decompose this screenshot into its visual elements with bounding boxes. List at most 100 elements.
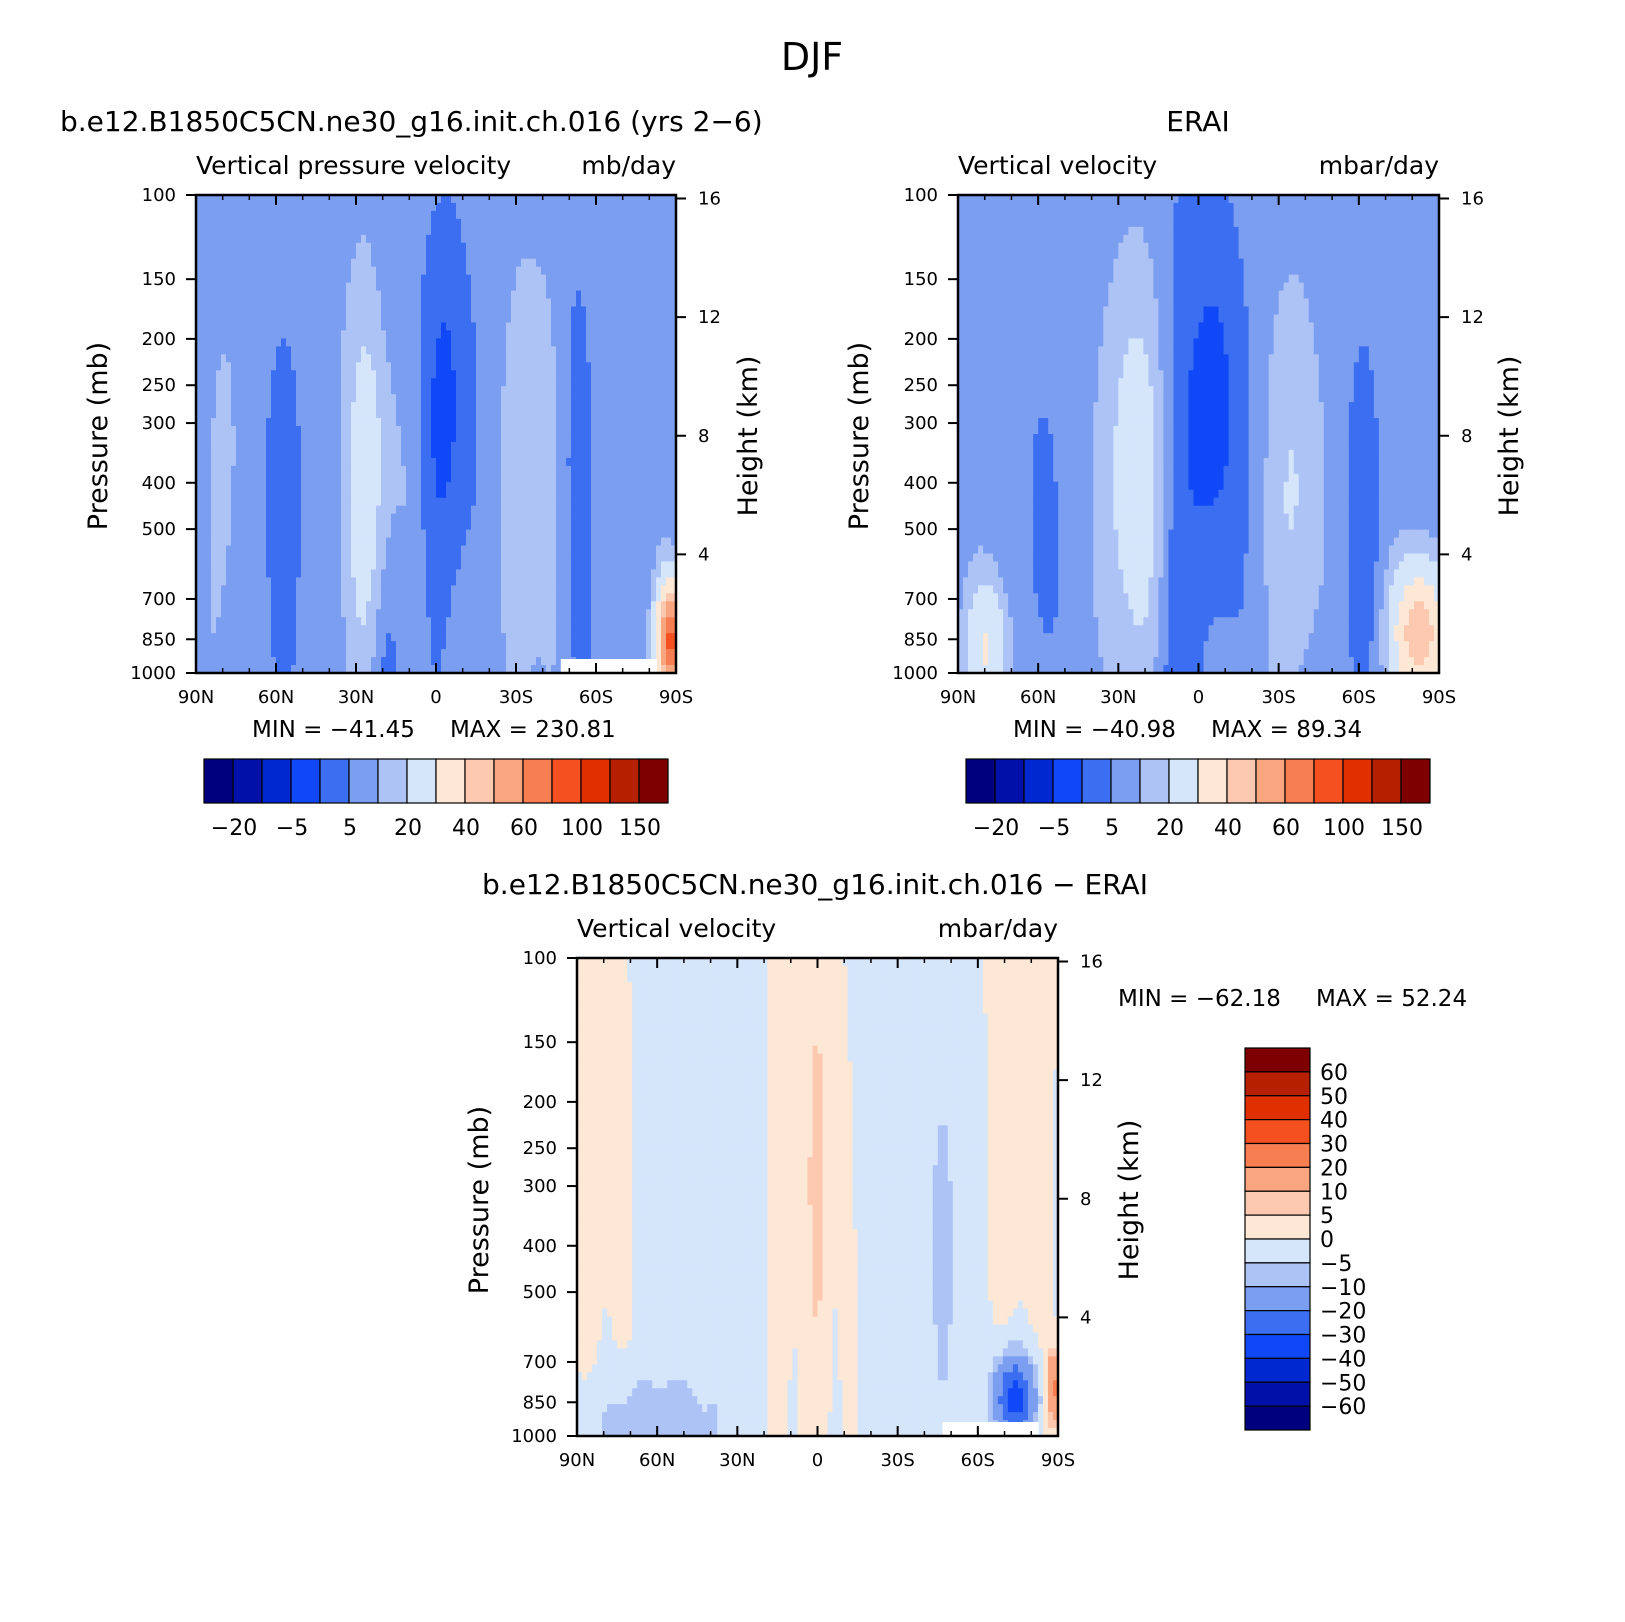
y-tick-label: 400 (523, 1236, 557, 1257)
colorbar-swatch (1400, 758, 1431, 804)
y-tick-label: 850 (523, 1392, 557, 1413)
x-tick-label: 30N (1100, 687, 1136, 708)
colorbar-label: 40 (452, 816, 480, 841)
colorbar-swatch (464, 758, 495, 804)
colorbar-swatch (493, 758, 524, 804)
y-tick-label: 250 (904, 375, 938, 396)
panel-obs-left-label: Vertical velocity (958, 151, 1157, 180)
colorbar-swatch (1244, 1190, 1311, 1216)
panel-diff-axes: 90N 60N 30N 0 30S 60S 90S 100 150 200 250 300 400 500… (511, 948, 1103, 1471)
y-tick-label: 250 (142, 375, 176, 396)
y-tick-label: 1000 (511, 1426, 557, 1447)
panel-model-field (194, 193, 678, 675)
colorbar-swatch (1284, 758, 1315, 804)
colorbar-label: −50 (1320, 1371, 1366, 1396)
colorbar-label: 5 (1105, 816, 1119, 841)
y-tick-label: 700 (142, 589, 176, 610)
x-tick-label: 30S (1261, 687, 1295, 708)
panel-model-colorbar: −20 −5 5 20 40 60 100 150 (203, 758, 669, 841)
x-tick-label: 90N (178, 687, 214, 708)
colorbar-swatch (1052, 758, 1083, 804)
panel-diff-field (575, 956, 1060, 1438)
colorbar-swatch (1244, 1214, 1311, 1240)
y-tick-label: 200 (523, 1092, 557, 1113)
x-tick-label: 90S (659, 687, 693, 708)
colorbar-label: 20 (1320, 1156, 1348, 1181)
colorbar-label: 10 (1320, 1180, 1348, 1205)
panel-obs-ylabel: Pressure (mb) (844, 342, 875, 530)
y-tick-label: 700 (904, 589, 938, 610)
x-tick-label: 0 (1193, 687, 1204, 708)
panel-obs-min: MIN = −40.98 (1013, 717, 1176, 743)
colorbar-label: −5 (1320, 1252, 1352, 1277)
colorbar-label: 150 (619, 816, 661, 841)
y-tick-label: 300 (904, 413, 938, 434)
colorbar-label: 100 (1323, 816, 1365, 841)
x-tick-label: 30S (880, 1450, 914, 1471)
colorbar-label: 40 (1214, 816, 1242, 841)
colorbar-swatch (1110, 758, 1141, 804)
colorbar-swatch (1244, 1047, 1311, 1073)
colorbar-label: −30 (1320, 1324, 1366, 1349)
x-tick-label: 90N (940, 687, 976, 708)
x-tick-label: 90S (1422, 687, 1456, 708)
colorbar-swatch (1226, 758, 1257, 804)
y-tick-label: 1000 (892, 663, 938, 684)
colorbar-swatch (203, 758, 234, 804)
y-tick-label: 150 (142, 269, 176, 290)
colorbar-label: 100 (561, 816, 603, 841)
panel-obs-title: ERAI (1166, 105, 1229, 138)
y-tick-label: 400 (142, 473, 176, 494)
colorbar-swatch (1244, 1142, 1311, 1168)
colorbar-label: 60 (1272, 816, 1300, 841)
colorbar-swatch (406, 758, 437, 804)
y-tick-label: 500 (904, 519, 938, 540)
x-tick-label: 90N (559, 1450, 595, 1471)
colorbar-swatch (1244, 1357, 1311, 1383)
panel-model-y2label: Height (km) (733, 356, 764, 517)
y2-tick-label: 16 (1080, 952, 1103, 973)
panel-diff-y2label: Height (km) (1114, 1120, 1145, 1281)
colorbar-swatch (377, 758, 408, 804)
panel-diff-ylabel: Pressure (mb) (464, 1106, 495, 1294)
colorbar-label: 20 (1156, 816, 1184, 841)
panel-obs-colorbar: −20 −5 5 20 40 60 100 150 (965, 758, 1431, 841)
colorbar-swatch (319, 758, 350, 804)
panel-obs-field (956, 193, 1441, 675)
panel-diff-right-label: mbar/day (938, 914, 1058, 943)
colorbar-swatch (551, 758, 582, 804)
colorbar-label: 20 (394, 816, 422, 841)
x-tick-label: 0 (430, 687, 441, 708)
figure-title: DJF (781, 35, 843, 79)
y-tick-label: 100 (142, 185, 176, 206)
colorbar-label: −10 (1320, 1276, 1366, 1301)
panel-model: b.e12.B1850C5CN.ne30_g16.init.ch.016 (yr… (60, 105, 764, 841)
x-tick-label: 60N (1020, 687, 1056, 708)
colorbar-label: 0 (1320, 1228, 1334, 1253)
y-tick-label: 300 (523, 1176, 557, 1197)
x-tick-label: 30S (499, 687, 533, 708)
y2-tick-label: 12 (1080, 1070, 1103, 1091)
colorbar-swatch (1244, 1119, 1311, 1145)
panel-diff-max: MAX = 52.24 (1316, 986, 1467, 1012)
colorbar-label: 60 (1320, 1061, 1348, 1086)
colorbar-swatch (580, 758, 611, 804)
panel-obs-right-label: mbar/day (1319, 151, 1439, 180)
colorbar-swatch (609, 758, 640, 804)
colorbar-swatch (261, 758, 292, 804)
colorbar-swatch (1244, 1310, 1311, 1336)
colorbar-swatch (232, 758, 263, 804)
colorbar-swatch (1244, 1333, 1311, 1359)
colorbar-swatch (1244, 1405, 1311, 1431)
y-tick-label: 850 (904, 629, 938, 650)
x-tick-label: 60N (639, 1450, 675, 1471)
y2-tick-label: 8 (1461, 426, 1472, 447)
colorbar-swatch (1255, 758, 1286, 804)
y-tick-label: 100 (523, 948, 557, 969)
colorbar-label: 40 (1320, 1109, 1348, 1134)
colorbar-label: −5 (276, 816, 308, 841)
y2-tick-label: 4 (698, 544, 709, 565)
y-tick-label: 500 (523, 1282, 557, 1303)
y2-tick-label: 12 (698, 307, 721, 328)
x-tick-label: 30N (338, 687, 374, 708)
